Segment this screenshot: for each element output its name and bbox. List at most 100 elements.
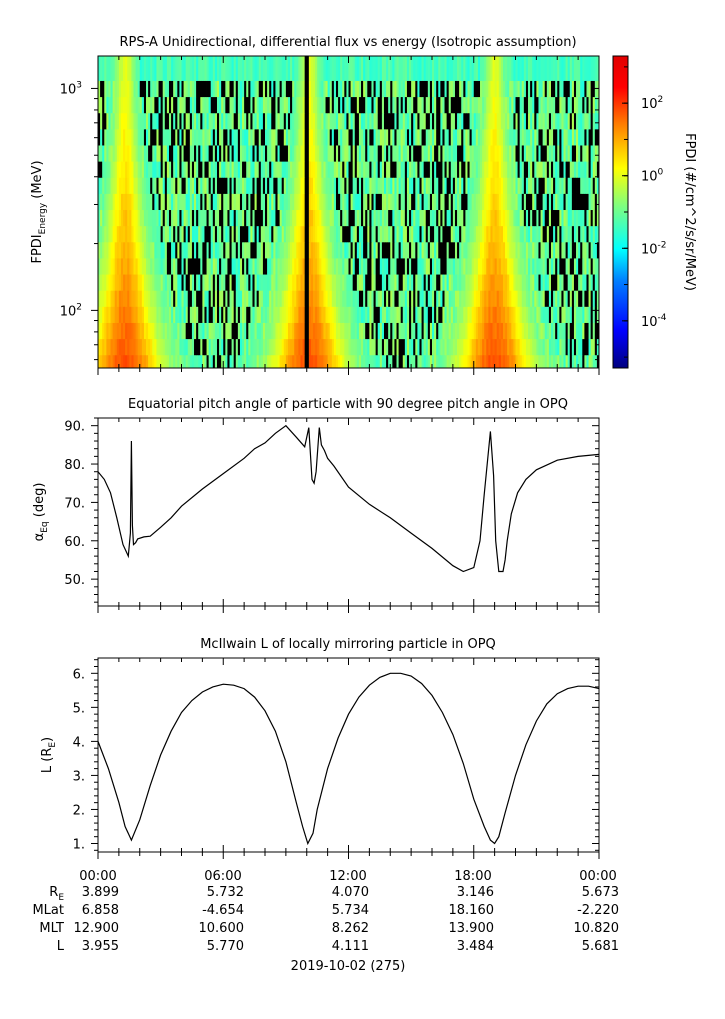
heatmap-cell: [457, 338, 460, 356]
heatmap-cell: [271, 56, 274, 81]
heatmap-cell: [450, 161, 454, 178]
heatmap-cell: [267, 241, 270, 259]
heatmap-cell: [571, 80, 575, 98]
heatmap-cell: [379, 177, 383, 194]
heatmap-cell: [432, 145, 435, 162]
heatmap-cell: [267, 128, 270, 146]
heatmap-cell: [233, 241, 237, 259]
heatmap-cell: [369, 161, 372, 178]
heatmap-cell: [528, 274, 531, 291]
heatmap-cell: [392, 290, 395, 307]
heatmap-cell: [513, 128, 516, 146]
heatmap-cell: [267, 274, 270, 291]
colorbar-tick-label: 10-2: [641, 240, 667, 257]
heatmap-cell: [283, 290, 287, 307]
heatmap-cell: [459, 177, 462, 194]
heatmap-cell: [421, 96, 425, 114]
heatmap-cell: [256, 338, 260, 356]
heatmap-cell: [294, 177, 297, 194]
heatmap-cell: [242, 338, 245, 356]
heatmap-cell: [465, 290, 468, 307]
heatmap-cell: [137, 145, 141, 162]
heatmap-cell: [356, 209, 360, 227]
heatmap-cell: [411, 241, 414, 259]
heatmap-cell: [335, 177, 339, 194]
heatmap-cell: [377, 209, 381, 227]
heatmap-cell: [415, 128, 418, 146]
heatmap-cell: [578, 161, 581, 178]
heatmap-cell: [406, 80, 410, 98]
heatmap-cell: [185, 161, 189, 178]
heatmap-cell: [298, 338, 301, 356]
heatmap-cell: [185, 338, 189, 356]
heatmap-cell: [348, 354, 351, 368]
heatmap-cell: [523, 290, 527, 307]
heatmap-cell: [346, 258, 349, 275]
heatmap-cell: [333, 322, 337, 340]
heatmap-cell: [277, 225, 281, 243]
heatmap-cell: [432, 128, 435, 146]
heatmap-cell: [175, 225, 178, 243]
heatmap-cell: [248, 161, 251, 178]
heatmap-cell: [511, 322, 514, 340]
heatmap-cell: [432, 322, 435, 340]
heatmap-cell: [185, 145, 189, 162]
heatmap-cell: [500, 145, 504, 162]
heatmap-cell: [214, 241, 218, 259]
heatmap-cell: [294, 258, 297, 275]
heatmap-cell: [429, 225, 433, 243]
heatmap-cell: [179, 145, 182, 162]
heatmap-cell: [150, 145, 153, 162]
heatmap-cell: [123, 258, 126, 275]
heatmap-cell: [216, 290, 220, 307]
heatmap-cell: [344, 56, 347, 81]
heatmap-cell: [523, 209, 527, 227]
heatmap-cell: [371, 128, 374, 146]
heatmap-cell: [143, 96, 147, 114]
heatmap-cell: [425, 354, 429, 368]
heatmap-cell: [129, 128, 132, 146]
heatmap-cell: [181, 161, 184, 178]
heatmap-cell: [194, 80, 197, 98]
heatmap-cell: [494, 193, 498, 211]
heatmap-cell: [452, 128, 456, 146]
heatmap-cell: [146, 338, 149, 356]
heatmap-cell: [578, 225, 581, 243]
heatmap-cell: [206, 96, 210, 114]
heatmap-cell: [496, 56, 500, 81]
heatmap-cell: [434, 274, 437, 291]
heatmap-cell: [112, 290, 116, 307]
heatmap-cell: [208, 80, 212, 98]
heatmap-cell: [152, 177, 155, 194]
heatmap-cell: [354, 96, 358, 114]
heatmap-cell: [538, 225, 541, 243]
heatmap-cell: [400, 209, 404, 227]
heatmap-cell: [509, 274, 512, 291]
heatmap-cell: [429, 193, 433, 211]
heatmap-cell: [569, 306, 573, 323]
heatmap-cell: [419, 209, 422, 227]
heatmap-cell: [273, 96, 276, 114]
heatmap-cell: [517, 306, 521, 323]
heatmap-cell: [152, 80, 155, 98]
heatmap-cell: [553, 112, 556, 130]
heatmap-cell: [260, 145, 264, 162]
heatmap-cell: [484, 145, 487, 162]
heatmap-cell: [162, 161, 166, 178]
heatmap-cell: [377, 241, 381, 259]
heatmap-cell: [415, 145, 418, 162]
heatmap-cell: [102, 225, 105, 243]
heatmap-cell: [509, 258, 512, 275]
heatmap-cell: [486, 161, 489, 178]
heatmap-cell: [440, 274, 443, 291]
heatmap-cell: [248, 258, 251, 275]
heatmap-cell: [517, 193, 521, 211]
heatmap-cell: [350, 96, 354, 114]
heatmap-cell: [133, 177, 136, 194]
heatmap-cell: [383, 193, 387, 211]
heatmap-cell: [189, 209, 193, 227]
heatmap-cell: [459, 258, 462, 275]
heatmap-cell: [150, 96, 153, 114]
heatmap-cell: [398, 338, 402, 356]
heatmap-cell: [187, 306, 191, 323]
